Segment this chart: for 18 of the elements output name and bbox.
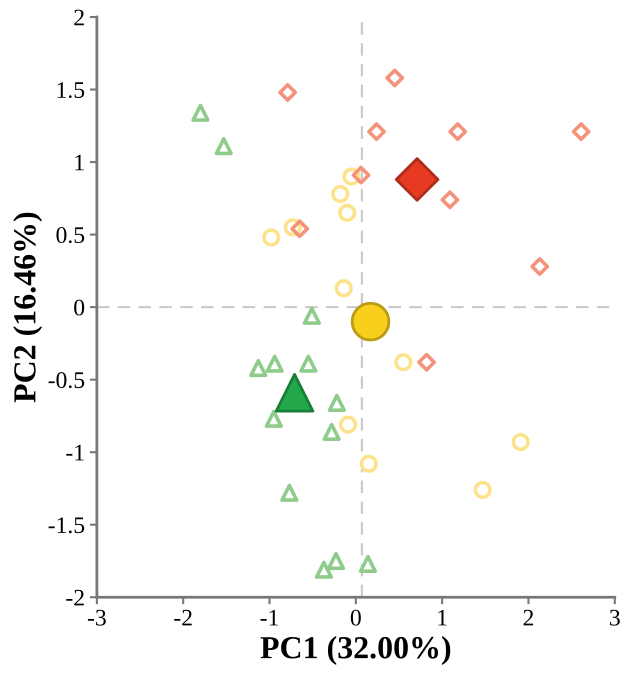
y-axis-title: PC2 (16.46%) <box>13 212 42 402</box>
y-tick-label: 0.5 <box>56 227 84 244</box>
x-tick-label: 1 <box>438 610 447 626</box>
y-tick-label: 1 <box>75 154 84 170</box>
x-tick-label: -1 <box>260 610 278 626</box>
y-tick-label: -2 <box>66 590 84 606</box>
y-tick-label: -0.5 <box>48 372 84 388</box>
y-tick-label: 1.5 <box>58 82 84 98</box>
y-tick-label: 0 <box>74 300 84 316</box>
y-tick-label: -1.5 <box>48 517 84 534</box>
x-axis-title: PC1 (32.00%) <box>260 636 450 665</box>
x-tick-label: -3 <box>88 610 106 626</box>
x-tick-label: 0 <box>350 610 361 626</box>
x-tick-label: -2 <box>174 610 192 626</box>
x-tick-label: 3 <box>610 610 620 626</box>
y-tick-label: 2 <box>74 10 84 26</box>
y-tick-label: -1 <box>66 444 84 460</box>
x-tick-label: 2 <box>524 610 534 626</box>
